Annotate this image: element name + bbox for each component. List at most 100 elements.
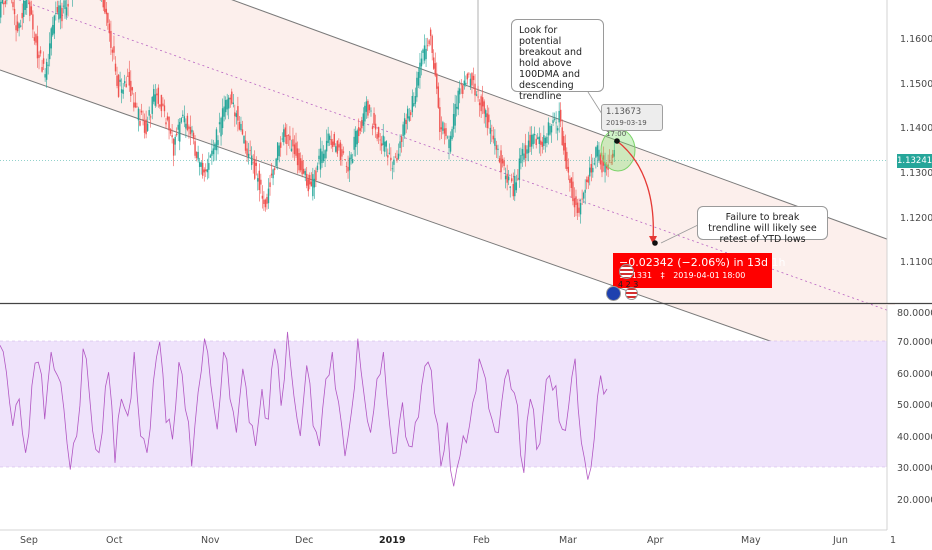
candle-body	[19, 25, 22, 27]
candle-body	[270, 173, 273, 176]
candle-body	[125, 83, 127, 88]
time-axis[interactable]: Sep Oct Nov Dec 2019 Feb Mar Apr May Jun…	[0, 529, 896, 546]
candle-body	[518, 158, 521, 181]
candle-body	[38, 54, 40, 58]
candle-body	[546, 136, 548, 143]
candle-body	[472, 75, 475, 81]
candle-body	[36, 36, 39, 59]
target-point[interactable]	[652, 240, 658, 246]
candle-body	[454, 103, 456, 126]
candle-body	[312, 174, 314, 197]
candle-body	[420, 58, 423, 67]
measure-label[interactable]: −0.02342 (−2.06%) in 13d 1h 1.11331 ‡ 20…	[613, 253, 786, 288]
candle-body	[509, 186, 511, 188]
candle-body	[266, 197, 268, 204]
candle-body	[601, 160, 603, 173]
candle-body	[263, 199, 265, 205]
breakout-point[interactable]	[614, 138, 620, 144]
candle-body	[197, 151, 199, 160]
channel-lower-line[interactable]	[0, 69, 896, 386]
candle-body	[332, 141, 334, 147]
x-tick-label: 2019	[379, 535, 405, 546]
candle-body	[373, 113, 375, 125]
candle-body	[130, 80, 132, 96]
projection-arrow[interactable]	[616, 140, 654, 241]
candle-body	[370, 110, 372, 112]
candle-body	[584, 189, 586, 193]
us-flag-icon[interactable]	[619, 264, 634, 279]
candle-body	[455, 106, 458, 109]
candle-body	[480, 96, 482, 112]
candle-body	[585, 179, 588, 183]
candle-body	[168, 116, 170, 131]
candle-body	[255, 162, 257, 166]
candle-body	[127, 75, 129, 77]
candle-body	[483, 101, 485, 114]
candle-body	[102, 0, 104, 8]
us-flag-icon[interactable]	[625, 287, 638, 300]
candle-body	[358, 127, 360, 137]
candle-body	[553, 118, 556, 120]
price-axis[interactable]: 1.16000 1.15000 1.14000 1.13000 1.12000 …	[886, 0, 932, 303]
candle-body	[344, 159, 346, 160]
candle-body	[175, 133, 178, 136]
rsi-axis[interactable]: 80.0000 70.0000 60.0000 50.0000 40.0000 …	[886, 305, 932, 530]
candle-body	[65, 7, 68, 16]
candle-body	[116, 75, 118, 86]
candle-body	[347, 166, 349, 172]
channel-upper-line[interactable]	[0, 0, 896, 243]
candle-body	[133, 102, 135, 108]
candle-body	[234, 112, 236, 117]
candle-body	[428, 40, 430, 45]
candle-body	[457, 90, 459, 110]
candle-body	[356, 130, 358, 145]
candle-body	[328, 135, 331, 140]
candle-body	[211, 150, 213, 156]
candle-body	[217, 140, 219, 146]
candle-body	[524, 145, 527, 159]
candle-body	[446, 136, 449, 138]
rsi-line	[0, 331, 608, 487]
candle-body	[469, 78, 472, 87]
candle-body	[451, 129, 453, 140]
candle-body	[529, 134, 531, 147]
candle-body	[486, 113, 488, 129]
candle-body	[180, 118, 182, 123]
candle-body	[23, 0, 25, 17]
candle-body	[443, 128, 446, 134]
candle-body	[237, 106, 239, 121]
candle-body	[339, 142, 342, 160]
candle-body	[296, 148, 299, 166]
candle-body	[414, 96, 417, 104]
candle-body	[390, 157, 392, 161]
candle-body	[393, 159, 395, 165]
candle-body	[460, 84, 462, 86]
candle-body	[396, 157, 398, 161]
candle-body	[434, 63, 436, 76]
candle-body	[533, 134, 536, 136]
note-breakout[interactable]: Look for potential breakout and hold abo…	[511, 19, 604, 102]
x-tick-label: Nov	[201, 535, 220, 546]
rsi-pane[interactable]	[0, 331, 887, 487]
candle-body	[32, 14, 34, 30]
candle-body	[272, 169, 274, 179]
candle-body	[425, 48, 427, 60]
candle-body	[145, 119, 147, 135]
candle-body	[422, 49, 424, 53]
note-failure-text: Failure to break trendline will likely s…	[708, 212, 817, 245]
candle-body	[67, 3, 69, 7]
eu-flag-icon[interactable]	[606, 286, 621, 301]
candle-body	[18, 23, 20, 29]
candle-body	[45, 61, 48, 80]
candle-body	[402, 124, 404, 137]
candle-body	[182, 114, 184, 117]
measure-change: −0.02342 (−2.06%) in 13d 1h	[619, 256, 786, 269]
y-tick-label: 50.0000	[897, 400, 932, 411]
note-failure[interactable]: Failure to break trendline will likely s…	[697, 206, 828, 245]
candle-body	[119, 79, 121, 82]
candle-body	[142, 118, 144, 120]
candle-body	[549, 125, 551, 135]
candle-body	[417, 72, 420, 86]
price-pane[interactable]	[0, 0, 897, 386]
